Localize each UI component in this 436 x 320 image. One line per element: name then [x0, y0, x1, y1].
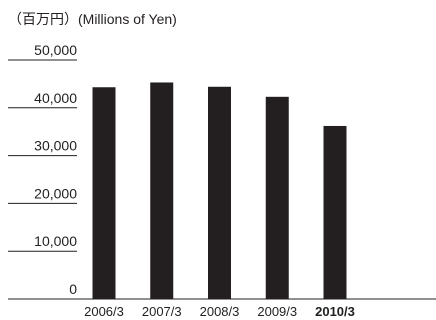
x-axis: 2006/3 2007/3 2008/3 2009/3 2010/3: [8, 298, 436, 319]
x-tick-label: 2009/3: [257, 304, 297, 319]
y-tick-label: 10,000: [34, 233, 77, 249]
bar: [92, 87, 116, 299]
y-axis: 0 10,000 20,000 30,000 40,000 50,000: [8, 42, 77, 297]
bar: [150, 82, 174, 299]
unit-label: （百万円）(Millions of Yen): [8, 11, 177, 27]
y-tick-label: 20,000: [34, 185, 77, 201]
x-tick-label: 2008/3: [200, 304, 240, 319]
bar: [265, 96, 289, 299]
x-tick-label: 2010/3: [315, 304, 355, 319]
y-tick-label: 50,000: [34, 42, 77, 58]
x-tick-label: 2006/3: [84, 304, 124, 319]
bar: [208, 86, 231, 299]
y-tick-label: 0: [69, 281, 77, 297]
y-tick-label: 30,000: [34, 138, 77, 154]
y-tick-label: 40,000: [34, 90, 77, 106]
bar: [323, 125, 347, 300]
bars: [92, 82, 347, 300]
x-tick-label: 2007/3: [142, 304, 182, 319]
